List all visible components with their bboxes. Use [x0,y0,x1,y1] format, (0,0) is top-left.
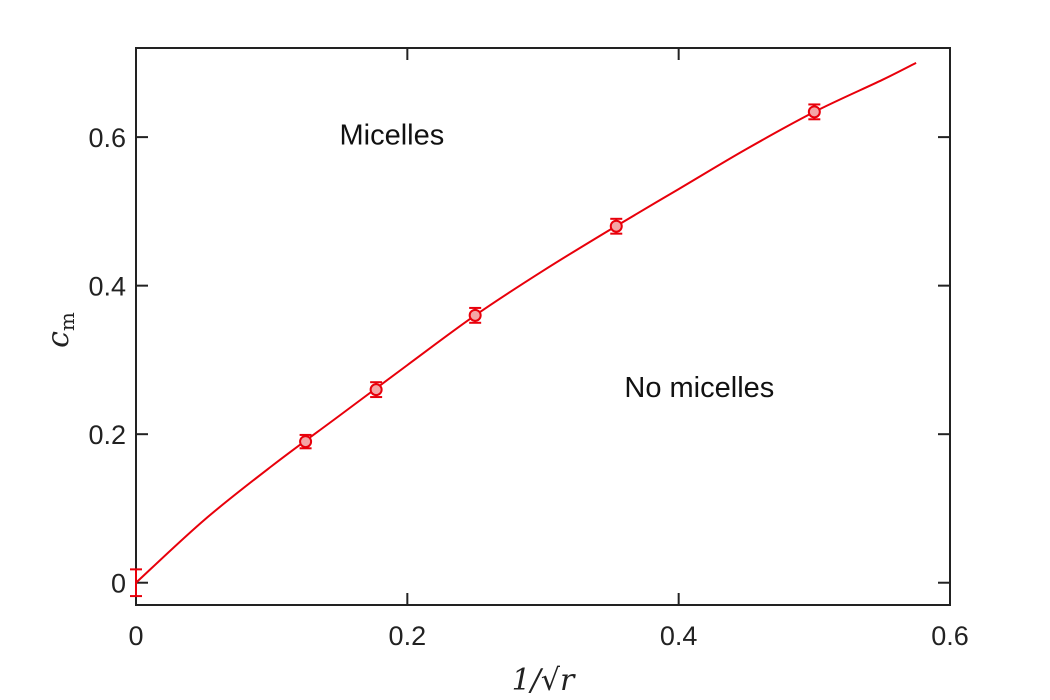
y-tick-labels: 0 0.2 0.4 0.6 [88,123,126,599]
y-tick-label: 0.2 [88,420,126,450]
data-points [299,105,821,449]
data-point [468,308,482,322]
region-label: Micelles [340,120,445,152]
x-axis-label: 1/√r [512,663,576,698]
y-tick-label: 0 [111,569,126,599]
axis-ticks [135,48,951,605]
region-label: No micelles [624,372,774,404]
data-point [807,105,821,119]
x-tick-label: 0.6 [931,621,969,651]
plot-frame [135,47,951,606]
error-bars [130,103,821,598]
y-axis-label: cm [41,312,79,348]
region-labels: Micelles No micelles [340,120,775,405]
svg-text:cm: cm [41,312,79,348]
x-tick-labels: 0 0.2 0.4 0.6 [128,621,968,651]
y-tick-label: 0.4 [88,272,126,302]
y-axis-label-subscript: m [55,312,79,331]
x-tick-label: 0.2 [389,621,427,651]
x-tick-label: 0.4 [660,621,698,651]
data-point [369,383,383,397]
fit-lines [135,61,917,584]
data-point [299,435,313,449]
y-axis-label-main: c [41,331,76,348]
x-tick-label: 0 [128,621,143,651]
y-tick-label: 0.6 [88,123,126,153]
fit-curve [135,61,917,584]
data-point [609,219,623,233]
